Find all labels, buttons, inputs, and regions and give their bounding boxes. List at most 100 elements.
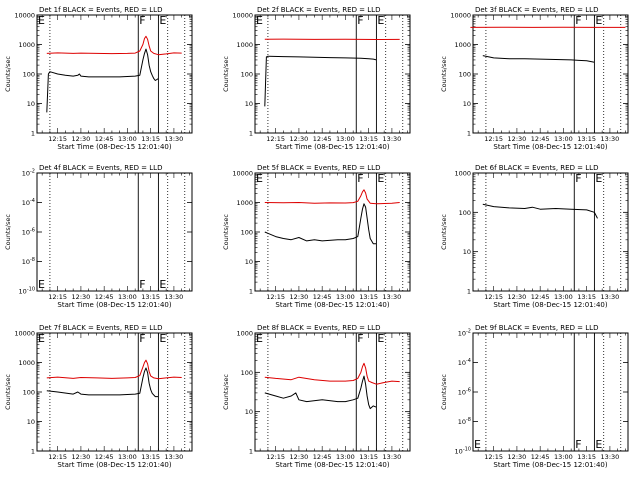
flag-f-label: F [575, 438, 581, 451]
y-tick-label: 10-10 [19, 287, 35, 296]
x-tick-label: 13:15 [359, 135, 378, 143]
y-tick-label: 10-4 [22, 198, 35, 207]
flag-e-label: E [377, 332, 384, 345]
x-axis-label: Start Time (08-Dec-15 12:01:40) [275, 143, 389, 151]
flag-f-label: F [575, 172, 581, 185]
x-tick-label: 13:30 [383, 453, 402, 461]
x-tick-label: 13:00 [336, 293, 355, 301]
events-series-line [264, 203, 377, 245]
y-tick-label: 10 [27, 418, 35, 426]
panel-title: Det 2f BLACK = Events, RED = LLD [257, 6, 380, 14]
x-tick-label: 13:15 [141, 453, 160, 461]
x-tick-label: 12:15 [48, 293, 67, 301]
events-series-line [46, 367, 159, 398]
x-tick-label: 13:30 [601, 453, 620, 461]
plot-frame [254, 332, 411, 452]
x-tick-label: 12:15 [48, 453, 67, 461]
y-axis-label: Counts/sec [440, 214, 448, 250]
y-tick-label: 10000 [450, 12, 471, 20]
y-tick-label: 10 [245, 100, 253, 108]
detector-panel-9: Det 9f BLACK = Events, RED = LLD 10-10 10-… [440, 324, 629, 469]
y-tick-label: 1000 [18, 359, 35, 367]
y-tick-label: 100 [459, 71, 471, 79]
plot-frame [472, 14, 629, 134]
x-tick-label: 12:45 [313, 453, 332, 461]
y-tick-label: 100 [459, 209, 471, 217]
flag-e-label: E [595, 172, 602, 185]
x-tick-label: 12:15 [484, 293, 503, 301]
events-series-line [482, 203, 598, 219]
flag-e-label: E [159, 332, 166, 345]
flag-f-label: F [139, 332, 145, 345]
y-tick-label: 1 [249, 130, 253, 138]
y-tick-label: 10 [245, 258, 253, 266]
y-axis-label: Counts/sec [440, 374, 448, 410]
flag-f-label: F [139, 14, 145, 27]
y-axis-label: Counts/sec [4, 56, 12, 92]
x-axis-label: Start Time (08-Dec-15 12:01:40) [275, 461, 389, 469]
y-tick-label: 1000 [236, 41, 253, 49]
x-tick-label: 12:30 [290, 453, 309, 461]
y-tick-label: 10 [463, 248, 471, 256]
x-axis-label: Start Time (08-Dec-15 12:01:40) [57, 301, 171, 309]
y-tick-label: 10-10 [455, 447, 471, 456]
detector-panel-3: Det 3f BLACK = Events, RED = LLD 1 10 100 10… [440, 6, 629, 151]
y-tick-label: 1 [467, 130, 471, 138]
x-tick-label: 12:45 [95, 453, 114, 461]
x-tick-label: 12:15 [484, 135, 503, 143]
flag-e-label: E [377, 14, 384, 27]
y-tick-label: 1 [467, 288, 471, 296]
y-tick-label: 1000 [454, 170, 471, 178]
flag-f-label: F [575, 14, 581, 27]
y-tick-label: 10000 [232, 12, 253, 20]
x-tick-label: 13:15 [577, 453, 596, 461]
panel-title: Det 4f BLACK = Events, RED = LLD [39, 164, 162, 172]
y-tick-label: 100 [241, 71, 253, 79]
x-tick-label: 12:30 [508, 135, 527, 143]
flag-f-label: F [357, 14, 363, 27]
y-tick-label: 10-4 [458, 358, 471, 367]
y-tick-label: 1000 [236, 199, 253, 207]
y-tick-label: 1000 [236, 330, 253, 338]
plot-frame [254, 14, 411, 134]
x-axis-label: Start Time (08-Dec-15 12:01:40) [57, 143, 171, 151]
x-tick-label: 13:30 [601, 293, 620, 301]
panel-title: Det 6f BLACK = Events, RED = LLD [475, 164, 598, 172]
lld-series-line [46, 35, 182, 56]
x-tick-label: 13:30 [383, 293, 402, 301]
x-tick-label: 13:00 [118, 135, 137, 143]
flag-e-label: E [595, 14, 602, 27]
y-tick-label: 10000 [14, 12, 35, 20]
x-tick-label: 13:30 [165, 453, 184, 461]
x-tick-label: 13:00 [336, 135, 355, 143]
x-tick-label: 12:45 [531, 135, 550, 143]
x-tick-label: 13:00 [336, 453, 355, 461]
y-axis-label: Counts/sec [222, 56, 230, 92]
x-tick-label: 12:45 [313, 293, 332, 301]
x-tick-label: 12:45 [313, 135, 332, 143]
x-tick-label: 12:30 [290, 293, 309, 301]
flag-e-label: E [595, 438, 602, 451]
y-tick-label: 10-6 [22, 228, 35, 237]
x-axis-label: Start Time (08-Dec-15 12:01:40) [493, 143, 607, 151]
flag-e-label-left: E [256, 14, 263, 27]
detector-panel-2: Det 2f BLACK = Events, RED = LLD 1 10 100 10… [222, 6, 411, 151]
x-tick-label: 13:00 [118, 453, 137, 461]
y-tick-label: 10 [245, 408, 253, 416]
y-tick-label: 1000 [18, 41, 35, 49]
x-tick-label: 13:30 [383, 135, 402, 143]
x-tick-label: 12:15 [266, 135, 285, 143]
x-tick-label: 12:30 [508, 293, 527, 301]
flag-e-label: E [159, 278, 166, 291]
panel-title: Det 1f BLACK = Events, RED = LLD [39, 6, 162, 14]
y-axis-label: Counts/sec [440, 56, 448, 92]
x-axis-label: Start Time (08-Dec-15 12:01:40) [275, 301, 389, 309]
x-tick-label: 13:30 [165, 293, 184, 301]
events-series-line [264, 375, 377, 410]
y-tick-label: 1000 [454, 41, 471, 49]
plot-frame [36, 172, 193, 292]
x-tick-label: 13:30 [165, 135, 184, 143]
flag-f-label: F [139, 278, 145, 291]
lld-series-line [264, 362, 400, 385]
